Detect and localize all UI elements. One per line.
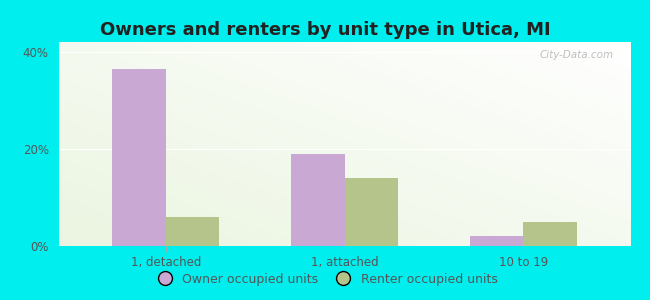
Bar [291,154,344,246]
Legend: Owner occupied units, Renter occupied units: Owner occupied units, Renter occupied un… [148,268,502,291]
Text: Owners and renters by unit type in Utica, MI: Owners and renters by unit type in Utica… [99,21,551,39]
Bar [166,217,220,246]
Bar [523,222,577,246]
Text: City-Data.com: City-Data.com [540,50,614,60]
Bar [470,236,523,246]
Bar [112,69,166,246]
Bar [344,178,398,246]
